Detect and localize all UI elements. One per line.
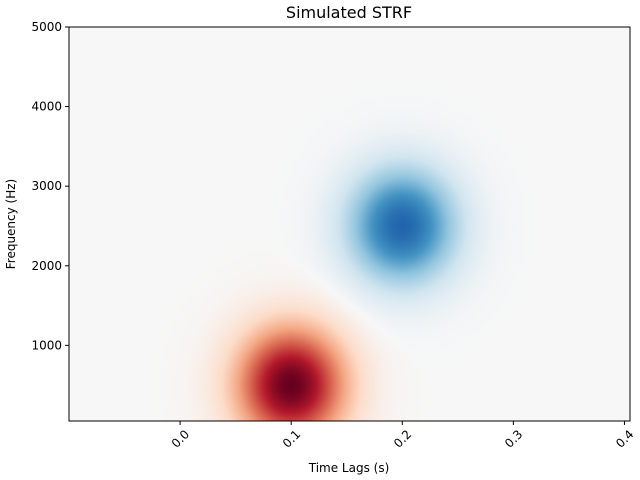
y-axis: 1000 2000 3000 4000 5000: [31, 20, 69, 352]
x-tick-label: 0.2: [391, 427, 414, 450]
x-tick-label: 0.3: [502, 427, 525, 450]
x-tick-label: 0.4: [613, 427, 636, 450]
x-axis: 0.0 0.1 0.2 0.3 0.4: [169, 421, 637, 451]
heatmap-image: [69, 27, 630, 421]
y-tick-label: 3000: [31, 179, 62, 193]
y-tick-label: 1000: [31, 338, 62, 352]
y-axis-label: Frequency (Hz): [4, 179, 18, 270]
chart-title: Simulated STRF: [286, 3, 412, 22]
x-tick-label: 0.1: [280, 427, 303, 450]
axes-frame: [68, 26, 631, 422]
x-axis-label: Time Lags (s): [308, 461, 390, 475]
y-tick-label: 2000: [31, 259, 62, 273]
plot-area: [68, 26, 631, 422]
y-tick-label: 4000: [31, 100, 62, 114]
x-tick-label: 0.0: [169, 427, 192, 450]
y-tick-label: 5000: [31, 20, 62, 34]
